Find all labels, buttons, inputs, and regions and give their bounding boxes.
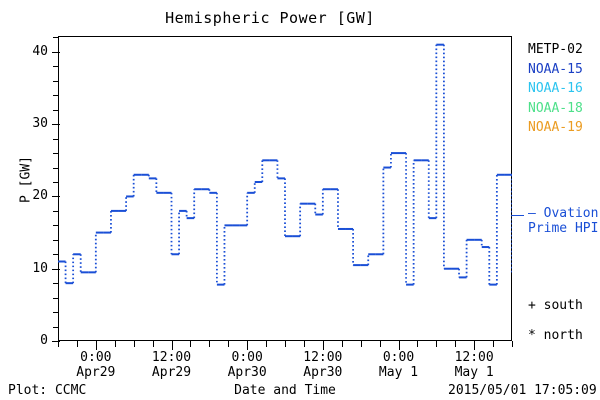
y-major-tick <box>52 341 60 342</box>
x-minor-tick <box>76 341 78 347</box>
y-major-tick <box>52 268 60 270</box>
x-minor-tick <box>266 341 268 347</box>
plot-timestamp: 2015/05/01 17:05:09 <box>448 383 597 398</box>
y-minor-tick <box>53 153 59 155</box>
y-major-tick <box>52 196 60 198</box>
legend-north: * north <box>528 328 583 343</box>
x-major-tick <box>398 341 400 350</box>
x-minor-tick <box>360 341 362 347</box>
satellite-legend: METP-02 NOAA-15 NOAA-16 NOAA-18 NOAA-19 <box>528 40 583 138</box>
y-tick-label: 40 <box>32 43 48 59</box>
plot-frame <box>58 36 512 341</box>
legend-item-noaa-19: NOAA-19 <box>528 120 583 135</box>
y-minor-tick <box>53 210 59 212</box>
x-minor-tick <box>133 341 135 347</box>
y-tick-label: 30 <box>32 116 48 132</box>
x-major-tick <box>322 341 324 350</box>
x-major-tick <box>247 341 249 350</box>
x-minor-tick <box>379 341 381 347</box>
x-minor-tick <box>228 341 230 347</box>
y-tick-label: 10 <box>32 260 48 276</box>
y-minor-tick <box>53 66 59 68</box>
x-tick-label: 0:00 Apr30 <box>227 350 267 380</box>
y-minor-tick <box>53 326 59 328</box>
x-minor-tick <box>152 341 154 347</box>
y-axis-title: P [GW] <box>18 156 34 203</box>
ovation-legend-label: — Ovation Prime HPI <box>528 206 599 236</box>
x-minor-tick <box>436 341 438 347</box>
x-minor-tick <box>303 341 305 347</box>
x-tick-label: 0:00 May 1 <box>378 350 419 380</box>
x-major-tick <box>95 341 97 350</box>
y-tick-label: 0 <box>40 333 48 348</box>
ovation-legend-dash <box>512 215 524 216</box>
y-minor-tick <box>53 80 59 82</box>
y-minor-tick <box>53 254 59 256</box>
x-minor-tick <box>285 341 286 347</box>
plot-canvas <box>58 43 512 286</box>
x-tick-label: 12:00 Apr30 <box>303 350 343 380</box>
y-minor-tick <box>53 239 59 241</box>
x-tick-label: 0:00 Apr29 <box>76 350 116 380</box>
x-minor-tick <box>341 341 343 347</box>
legend-item-noaa-15: NOAA-15 <box>528 61 583 77</box>
legend-item-noaa-18: NOAA-18 <box>528 100 583 116</box>
x-minor-tick <box>417 341 419 347</box>
y-minor-tick <box>53 109 59 111</box>
y-minor-tick <box>53 297 59 299</box>
legend-item-noaa-16: NOAA-16 <box>528 81 583 96</box>
x-axis-title: Date and Time <box>234 383 336 398</box>
chart-title: Hemispheric Power [GW] <box>165 9 375 27</box>
data-series-group <box>58 43 512 286</box>
x-major-tick <box>171 341 173 350</box>
legend-south: + south <box>528 298 583 313</box>
y-major-tick <box>52 124 60 126</box>
x-minor-tick <box>114 341 116 347</box>
x-tick-label: 12:00 Apr29 <box>151 350 192 380</box>
y-minor-tick <box>53 312 59 314</box>
y-minor-tick <box>53 181 59 183</box>
plot-credit: Plot: CCMC <box>8 383 87 398</box>
x-minor-tick <box>455 341 457 347</box>
x-minor-tick <box>512 341 513 347</box>
y-minor-tick <box>53 225 59 227</box>
y-major-tick <box>52 51 60 53</box>
x-minor-tick <box>209 341 211 347</box>
y-minor-tick <box>53 283 59 285</box>
y-minor-tick <box>53 138 59 140</box>
y-minor-tick <box>53 167 59 169</box>
x-tick-label: 12:00 May 1 <box>454 350 494 380</box>
x-minor-tick <box>58 341 59 347</box>
x-minor-tick <box>190 341 192 347</box>
y-minor-tick <box>53 37 59 39</box>
x-major-tick <box>474 341 476 350</box>
x-minor-tick <box>493 341 495 347</box>
y-minor-tick <box>53 95 59 97</box>
legend-item-metp-02: METP-02 <box>528 42 583 57</box>
y-tick-label: 20 <box>32 188 48 204</box>
